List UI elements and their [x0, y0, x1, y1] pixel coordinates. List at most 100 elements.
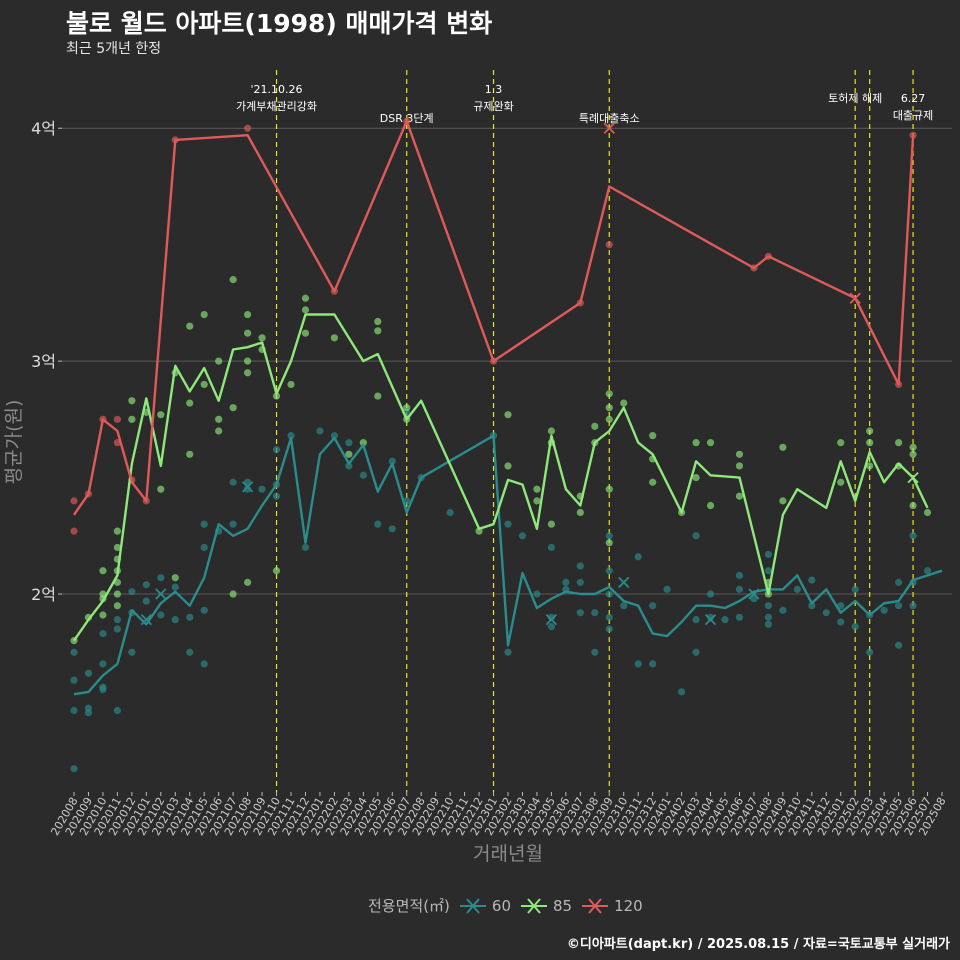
- point-85: [359, 439, 367, 447]
- point-60: [316, 427, 324, 435]
- point-60: [692, 648, 700, 656]
- point-85: [301, 294, 310, 302]
- y-tick-label: 4억: [31, 119, 56, 138]
- grid-lines: [62, 127, 952, 595]
- cross-markers: [140, 122, 919, 626]
- legend-label-60: 60: [491, 896, 511, 915]
- source-caption: ©디아파트(dapt.kr) / 2025.08.15 / 자료=국토교통부 실…: [566, 937, 950, 952]
- point-85: [171, 574, 179, 582]
- y-tick-label: 3억: [31, 352, 56, 371]
- point-85: [229, 590, 237, 598]
- point-85: [157, 485, 165, 493]
- point-120: [605, 241, 613, 249]
- legend-item-60: 60: [459, 896, 511, 916]
- point-60: [678, 688, 686, 696]
- point-120: [70, 497, 78, 505]
- point-85: [866, 439, 874, 447]
- point-60: [866, 648, 874, 656]
- point-85: [200, 310, 208, 319]
- line-85: [73, 313, 929, 642]
- point-85: [547, 427, 556, 435]
- cross-60-icon: [545, 614, 558, 626]
- event-label: 1.3: [485, 83, 503, 96]
- scatter-points: [70, 117, 932, 773]
- point-60: [504, 648, 512, 656]
- point-60: [374, 520, 382, 528]
- point-85: [229, 276, 237, 284]
- point-85: [605, 390, 613, 398]
- point-85: [649, 432, 657, 440]
- point-120: [113, 415, 121, 423]
- point-60: [764, 567, 773, 575]
- point-85: [837, 439, 845, 447]
- legend-key-60-icon: [459, 897, 486, 914]
- point-60: [186, 648, 194, 656]
- cross-stroke: [618, 576, 630, 589]
- event-label: 가계부채관리강화: [236, 100, 317, 113]
- point-85: [244, 369, 252, 377]
- point-60: [99, 630, 107, 638]
- point-60: [735, 585, 744, 593]
- event-label: 6.27: [901, 92, 926, 105]
- point-85: [215, 357, 223, 365]
- legend: 전용면적(㎡) 60 85 120: [368, 895, 649, 916]
- point-60: [171, 616, 179, 624]
- point-60: [128, 648, 136, 656]
- legend-item-120: 120: [582, 896, 643, 916]
- point-60: [605, 567, 613, 575]
- point-60: [620, 602, 628, 610]
- point-60: [634, 660, 642, 668]
- point-60: [576, 609, 584, 617]
- point-60: [113, 625, 121, 633]
- point-60: [576, 578, 584, 586]
- point-85: [229, 404, 237, 412]
- point-60: [605, 625, 613, 633]
- point-60: [287, 432, 295, 440]
- point-60: [895, 641, 903, 649]
- point-85: [909, 501, 917, 510]
- point-60: [504, 520, 512, 528]
- point-85: [287, 380, 295, 389]
- point-60: [186, 613, 194, 621]
- point-85: [895, 439, 903, 447]
- point-60: [272, 446, 281, 454]
- cross-stroke: [748, 588, 760, 600]
- cross-stroke: [603, 122, 615, 134]
- point-85: [605, 539, 613, 547]
- point-60: [533, 590, 541, 598]
- point-85: [301, 329, 310, 337]
- point-85: [605, 404, 613, 412]
- point-85: [215, 427, 223, 435]
- point-85: [330, 334, 338, 342]
- point-60: [851, 623, 859, 631]
- line-60: [73, 434, 943, 696]
- point-85: [128, 415, 136, 423]
- point-85: [533, 485, 541, 493]
- point-85: [113, 602, 121, 610]
- event-label: 규제완화: [473, 100, 513, 113]
- event-label: 특례대출축소: [579, 112, 640, 125]
- cross-60-icon: [704, 614, 717, 626]
- chart-subtitle: 최근 5개년 한정: [66, 41, 162, 57]
- point-60: [909, 532, 917, 540]
- point-85: [244, 329, 252, 337]
- point-85: [649, 478, 657, 486]
- cross-60-icon: [748, 588, 760, 600]
- point-60: [779, 606, 787, 614]
- point-85: [605, 485, 613, 493]
- point-60: [142, 581, 150, 589]
- point-85: [692, 439, 700, 447]
- point-60: [634, 553, 642, 561]
- legend-label-85: 85: [553, 896, 573, 915]
- point-60: [272, 492, 281, 500]
- point-85: [272, 567, 281, 575]
- point-85: [923, 508, 932, 517]
- point-60: [99, 660, 107, 668]
- point-85: [113, 590, 121, 598]
- point-85: [113, 527, 121, 535]
- point-60: [764, 602, 773, 610]
- point-60: [793, 585, 801, 593]
- point-85: [258, 334, 266, 342]
- point-85: [244, 310, 252, 319]
- point-85: [735, 492, 744, 500]
